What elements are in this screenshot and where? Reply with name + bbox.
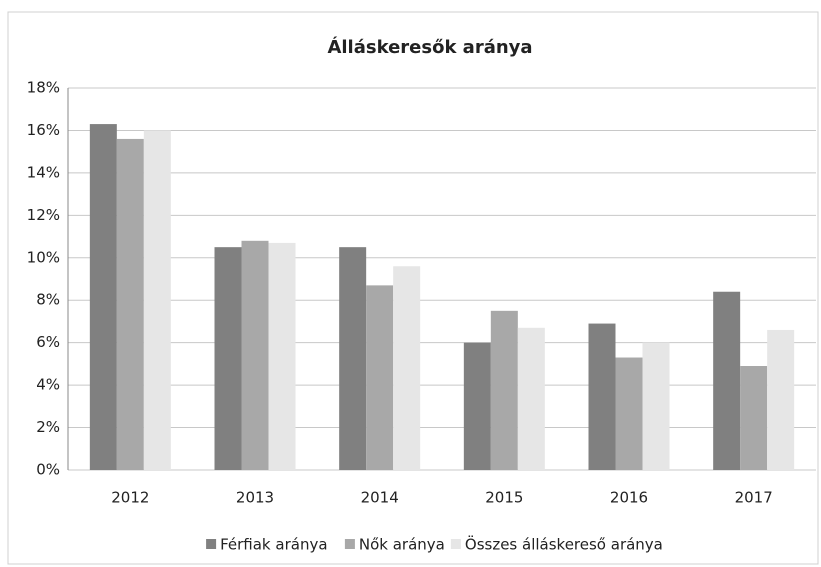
x-tick-label: 2015 bbox=[485, 489, 523, 507]
bar bbox=[517, 327, 545, 470]
bar bbox=[214, 247, 242, 470]
bar bbox=[339, 247, 367, 470]
bar bbox=[767, 329, 795, 470]
bar bbox=[713, 291, 741, 470]
bar bbox=[366, 285, 394, 470]
legend-label: Férfiak aránya bbox=[220, 536, 327, 554]
y-tick-label: 0% bbox=[36, 461, 60, 479]
x-tick-label: 2013 bbox=[236, 489, 274, 507]
legend-swatch bbox=[206, 539, 217, 549]
x-tick-label: 2017 bbox=[735, 489, 773, 507]
x-tick-label: 2016 bbox=[610, 489, 648, 507]
y-tick-label: 18% bbox=[27, 79, 60, 97]
y-tick-label: 14% bbox=[27, 163, 60, 181]
y-tick-label: 8% bbox=[36, 291, 60, 309]
bar bbox=[490, 310, 518, 470]
chart-border bbox=[7, 11, 819, 565]
legend-swatch bbox=[344, 539, 355, 549]
y-tick-label: 6% bbox=[36, 333, 60, 351]
y-tick-label: 12% bbox=[27, 206, 60, 224]
chart-title: Álláskeresők aránya bbox=[327, 36, 532, 58]
bar bbox=[116, 138, 144, 470]
legend-label: Összes álláskereső aránya bbox=[465, 535, 663, 554]
bar bbox=[393, 266, 421, 470]
y-tick-label: 4% bbox=[36, 376, 60, 394]
bar bbox=[143, 130, 171, 470]
y-tick-label: 16% bbox=[27, 121, 60, 139]
bar bbox=[241, 240, 269, 470]
bar bbox=[588, 323, 616, 470]
legend-swatch bbox=[450, 539, 461, 549]
bar bbox=[463, 342, 491, 470]
legend-label: Nők aránya bbox=[359, 536, 445, 554]
bar bbox=[615, 357, 643, 470]
x-tick-label: 2012 bbox=[111, 489, 149, 507]
bar bbox=[268, 242, 296, 470]
y-tick-label: 2% bbox=[36, 418, 60, 436]
bar bbox=[740, 366, 768, 470]
bar bbox=[89, 124, 117, 471]
x-tick-label: 2014 bbox=[361, 489, 399, 507]
y-tick-label: 10% bbox=[27, 248, 60, 266]
bar bbox=[642, 342, 670, 470]
